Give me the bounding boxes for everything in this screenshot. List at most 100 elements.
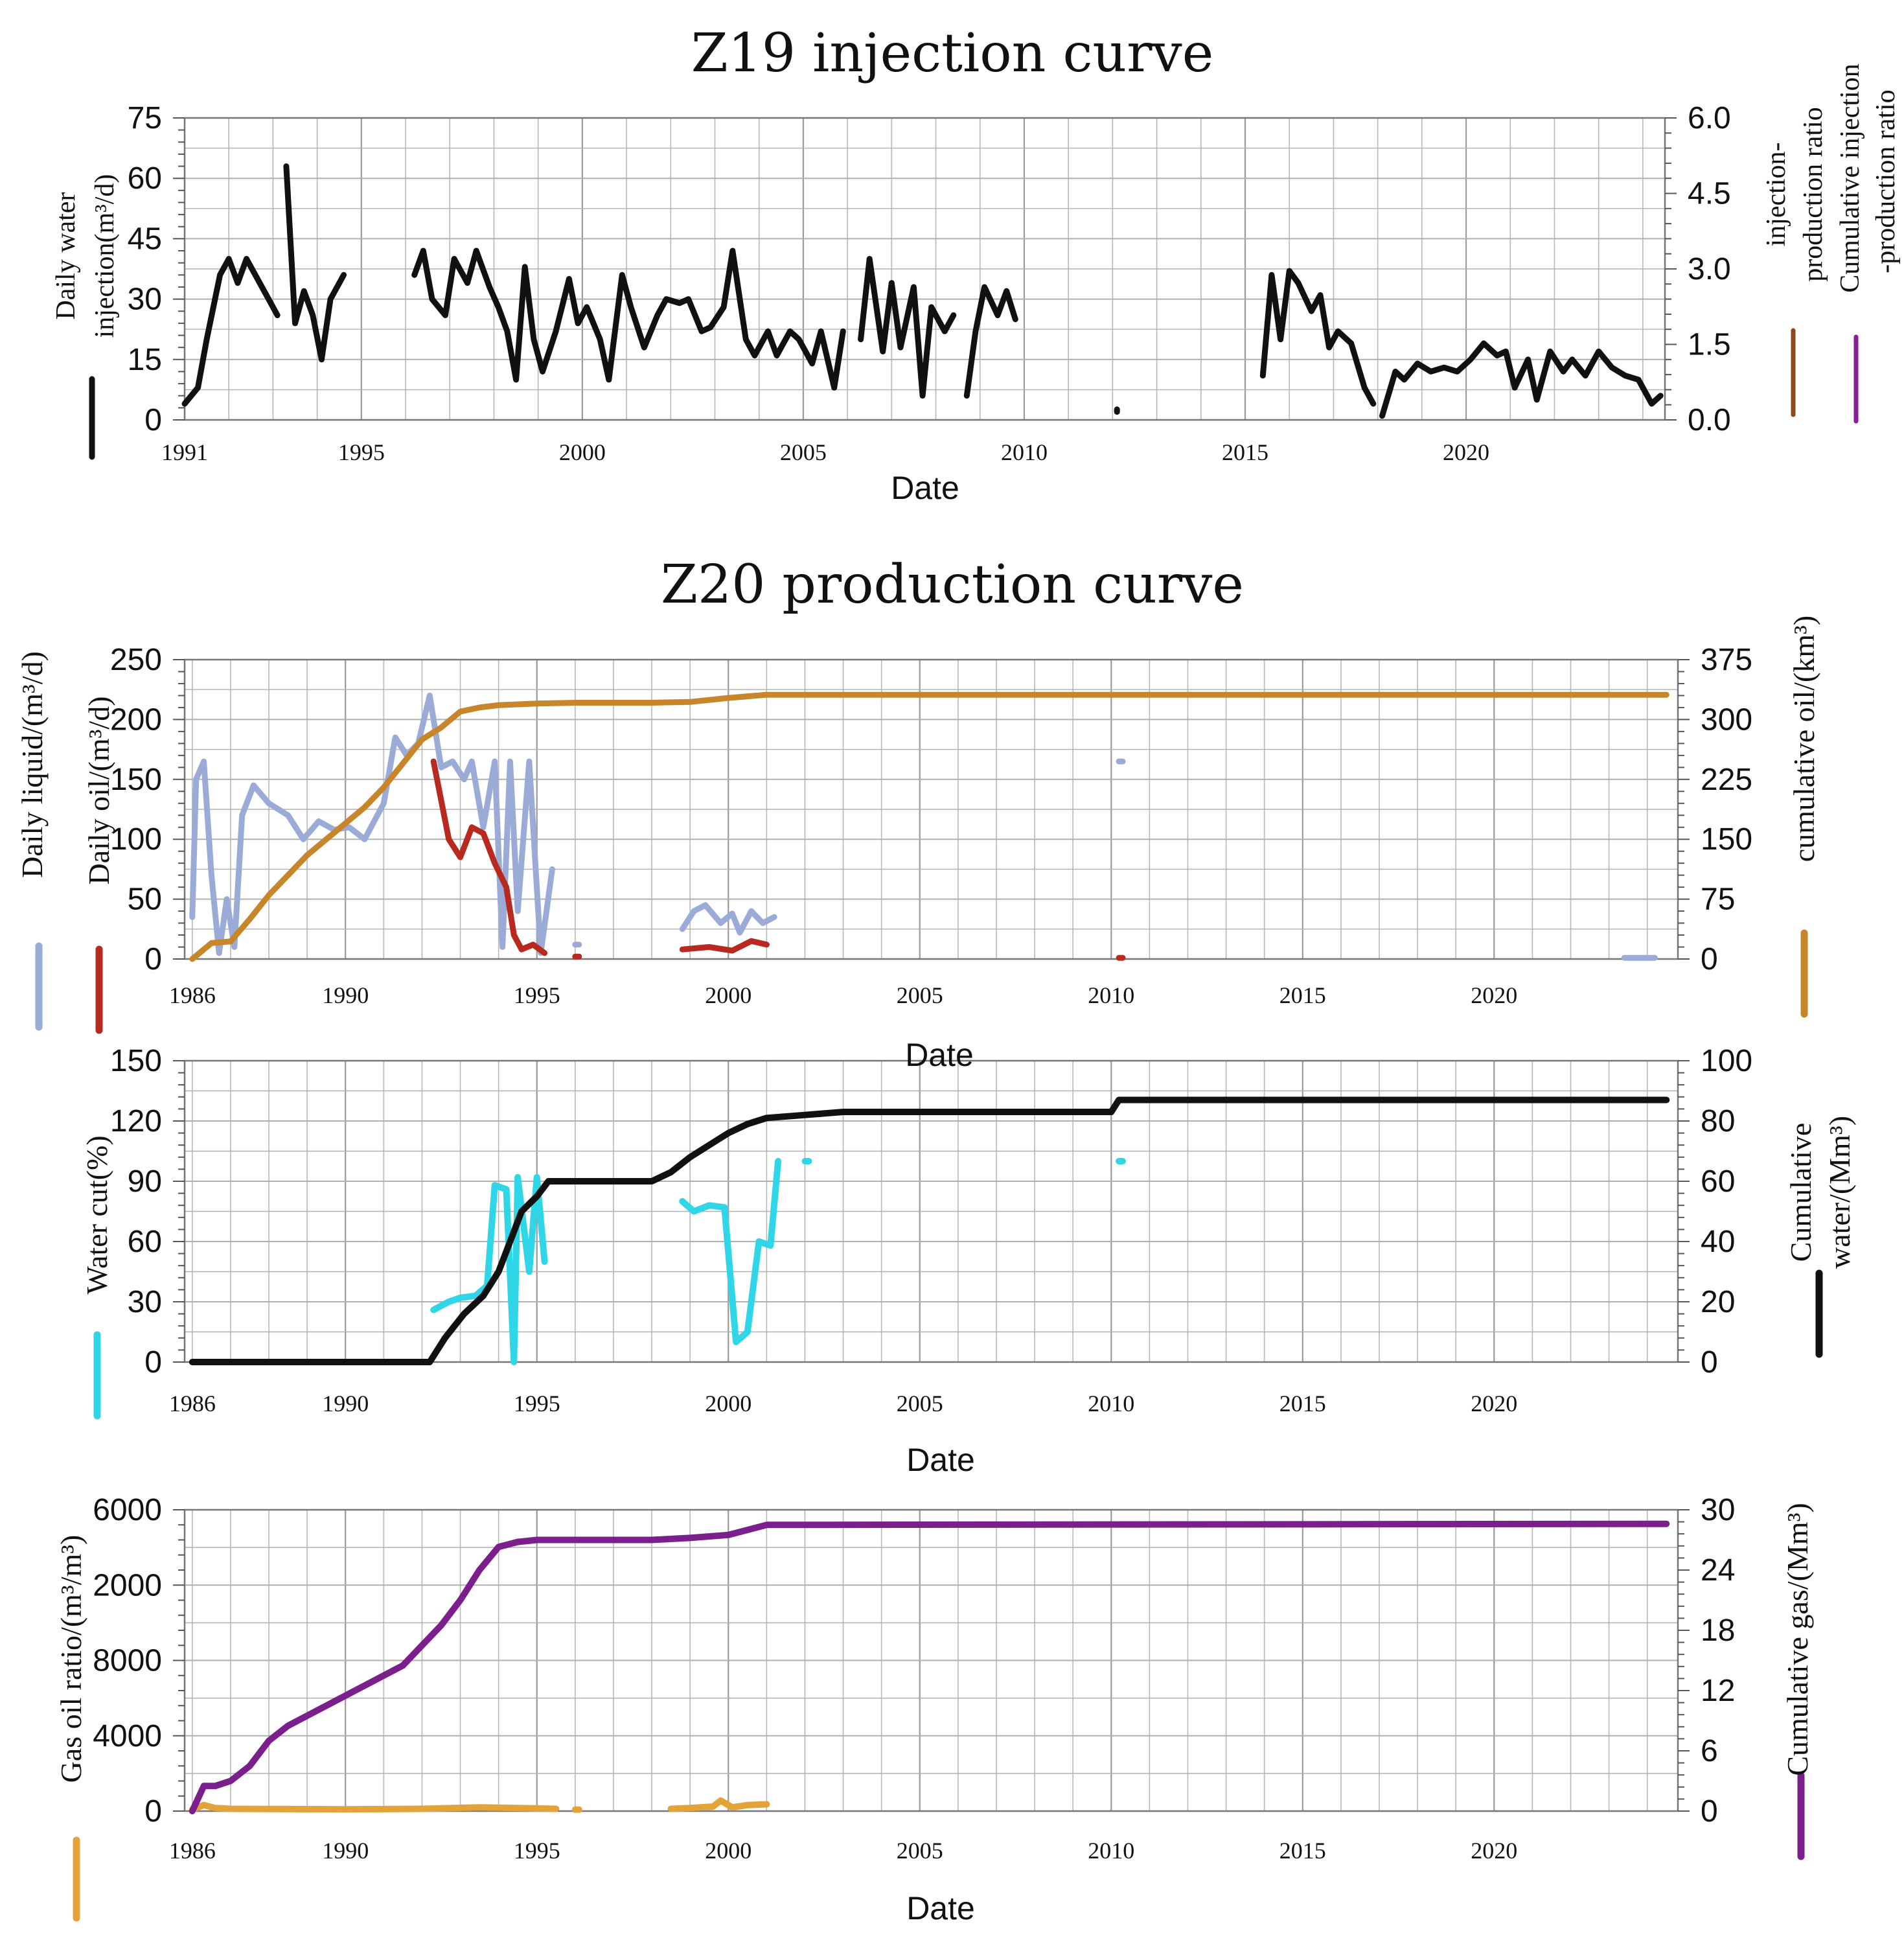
- y-right-tick-label: 4.5: [1688, 177, 1731, 211]
- series-cumulative-oil: [189, 691, 1669, 962]
- y-left-tick-label: 50: [128, 883, 162, 917]
- x-tick-label: 1995: [338, 439, 385, 465]
- chart1-yright-line2: production ratio: [1798, 107, 1828, 281]
- y-left-tick-label: 250: [110, 643, 162, 677]
- x-tick-label: 1991: [161, 439, 208, 465]
- y-right-tick-label: 80: [1701, 1104, 1735, 1138]
- series-daily-liquid: [679, 902, 777, 936]
- y-right-tick-label: 60: [1701, 1164, 1735, 1199]
- series-daily-water-injection: [963, 284, 1018, 399]
- chart3-xlabel: Date: [906, 1442, 975, 1478]
- series-daily-water-injection: [181, 256, 281, 407]
- y-left-tick-label: 60: [128, 1225, 162, 1259]
- chart1-yright-line1: injection-: [1761, 143, 1791, 247]
- y-left-tick-label: 0: [144, 942, 162, 976]
- chart2-ylabel-liquid: Daily liquid/(m³/d): [16, 651, 49, 878]
- chart2-title: Z20 production curve: [661, 554, 1244, 616]
- chart1-xlabel: Date: [891, 470, 959, 506]
- series-water-cut: [679, 1158, 782, 1345]
- series-gas-oil-ratio: [667, 1797, 770, 1812]
- chart1-yright-line4: -production ratio: [1871, 89, 1901, 273]
- y-left-tick-label: 45: [128, 222, 162, 256]
- series-daily-oil: [430, 758, 548, 956]
- x-tick-label: 2015: [1222, 439, 1268, 465]
- y-left-tick-label: 75: [128, 101, 162, 135]
- y-left-tick-label: 6000: [93, 1493, 162, 1527]
- y-right-tick-label: 100: [1701, 1044, 1752, 1078]
- x-tick-label: 2020: [1471, 1391, 1517, 1416]
- chart2-ylabel-oil: Daily oil/(m³/d): [82, 696, 115, 884]
- x-tick-label: 1990: [322, 1391, 369, 1416]
- y-left-tick-label: 8000: [93, 1644, 162, 1678]
- y-left-tick-label: 90: [128, 1164, 162, 1199]
- z20-gas-oil-chart: 0 4000 8000 2000 6000 0 6 12 18 24 30 1986 1990 1995 2…: [73, 1493, 1805, 1922]
- y-right-tick-label: 20: [1701, 1285, 1735, 1319]
- series-water-cut: [430, 1173, 548, 1365]
- y-left-tick-label: 30: [128, 1285, 162, 1319]
- series-cumulative-gas: [189, 1520, 1670, 1814]
- plot-border: [183, 1059, 1679, 1363]
- y-left-tick-label: 150: [110, 1044, 162, 1078]
- y-right-tick-label: 0: [1701, 1345, 1718, 1380]
- x-tick-label: 2015: [1279, 1838, 1326, 1864]
- x-tick-label: 2020: [1471, 982, 1517, 1008]
- z20-water-cut-chart: 0 30 60 90 120 150 0 20 40 60 80 100 1986 1990 1995 200…: [93, 1044, 1823, 1420]
- x-tick-label: 1995: [514, 1838, 560, 1864]
- x-tick-label: 2005: [897, 1391, 943, 1416]
- x-tick-label: 2010: [1088, 1391, 1134, 1416]
- series-daily-water-injection: [411, 248, 846, 391]
- series-daily-water-injection: [1259, 268, 1377, 407]
- chart1-ylabel-line2: injection(m³/d): [90, 174, 120, 338]
- x-tick-label: 2020: [1471, 1838, 1517, 1864]
- chart3-ylabel: Water cut(%): [80, 1135, 113, 1294]
- y-left-tick-label: 60: [128, 161, 162, 196]
- y-right-tick-label: 150: [1701, 822, 1752, 857]
- y-right-tick-label: 40: [1701, 1225, 1735, 1259]
- y-left-tick-label: 120: [110, 1104, 162, 1138]
- y-left-tick-label: 200: [110, 702, 162, 737]
- x-tick-label: 2005: [897, 1838, 943, 1864]
- x-tick-label: 2000: [559, 439, 606, 465]
- x-tick-label: 1995: [514, 982, 560, 1008]
- y-right-tick-label: 24: [1701, 1553, 1735, 1588]
- series-daily-water-injection: [283, 163, 347, 363]
- y-right-tick-label: 225: [1701, 763, 1752, 797]
- x-tick-label: 2020: [1443, 439, 1489, 465]
- y-right-tick-label: 18: [1701, 1613, 1735, 1648]
- chart3-yright-line2: water/(Mm³): [1823, 1116, 1856, 1269]
- chart1-yright-line3: Cumulative injection: [1835, 64, 1865, 292]
- y-left-tick-label: 150: [110, 763, 162, 797]
- series-gas-oil-ratio: [189, 1801, 560, 1813]
- x-tick-label: 2000: [705, 982, 751, 1008]
- y-right-tick-label: 6: [1701, 1734, 1718, 1768]
- y-right-tick-label: 0.0: [1688, 403, 1731, 437]
- series-daily-water-injection: [858, 256, 957, 399]
- y-left-tick-label: 0: [144, 403, 162, 437]
- y-right-tick-label: 0: [1701, 1794, 1718, 1829]
- y-left-tick-label: 2000: [93, 1568, 162, 1602]
- x-tick-label: 1986: [169, 1838, 216, 1864]
- y-right-tick-label: 3.0: [1688, 252, 1731, 286]
- series-daily-oil: [679, 938, 770, 954]
- y-right-tick-label: 0: [1701, 942, 1718, 976]
- x-tick-label: 2010: [1001, 439, 1048, 465]
- plot-border: [183, 658, 1679, 960]
- z19-injection-chart: 0 15 30 45 60 75 0.0 1.5 3.0 4.5 6.0 1991 1995 2000 20…: [89, 101, 1859, 465]
- y-left-tick-label: 0: [144, 1345, 162, 1380]
- series-daily-water-injection: [1379, 340, 1664, 419]
- chart4-xlabel: Date: [906, 1890, 975, 1926]
- z20-liquid-oil-chart: 0 50 100 150 200 250 0 75 150 225 300 375 1986 1990 19…: [35, 643, 1808, 1034]
- chart1-ylabel-line1: Daily water: [51, 192, 81, 319]
- chart4-ylabel: Gas oil ratio/(m³/m³): [54, 1535, 87, 1783]
- y-left-tick-label: 30: [128, 283, 162, 317]
- y-right-tick-label: 12: [1701, 1674, 1735, 1708]
- x-tick-label: 1990: [322, 982, 369, 1008]
- y-right-tick-label: 6.0: [1688, 101, 1731, 135]
- x-tick-label: 2000: [705, 1838, 751, 1864]
- series-cumulative-water: [189, 1096, 1670, 1365]
- y-left-tick-label: 4000: [93, 1719, 162, 1753]
- x-tick-label: 2005: [897, 982, 943, 1008]
- y-right-tick-label: 300: [1701, 702, 1752, 737]
- chart4-yright-label: Cumulative gas/(Mm³): [1781, 1503, 1814, 1775]
- series-daily-liquid: [189, 692, 555, 956]
